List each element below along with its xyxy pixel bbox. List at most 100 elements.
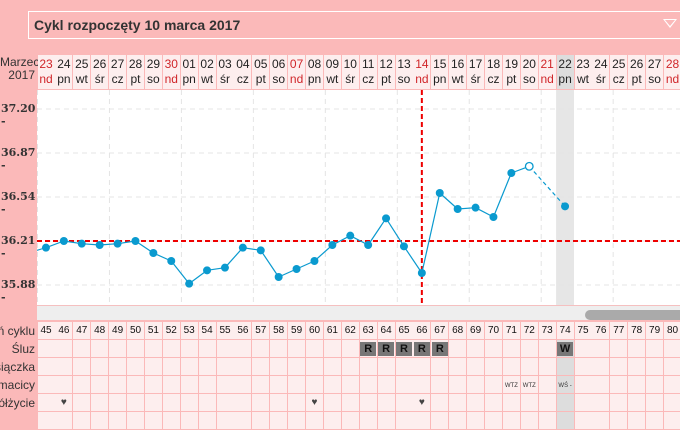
- table-cell[interactable]: [234, 394, 252, 411]
- table-cell[interactable]: R: [413, 340, 431, 357]
- table-cell[interactable]: [144, 340, 162, 357]
- table-cell[interactable]: [288, 376, 306, 393]
- table-cell[interactable]: [37, 358, 55, 375]
- date-cell[interactable]: 27 so: [646, 55, 664, 89]
- table-cell[interactable]: [73, 340, 91, 357]
- table-cell[interactable]: [252, 376, 270, 393]
- date-cell[interactable]: 26 śr: [91, 55, 109, 89]
- table-cell[interactable]: [467, 358, 485, 375]
- date-cell[interactable]: 24 śr: [592, 55, 610, 89]
- table-cell[interactable]: [55, 340, 73, 357]
- table-cell[interactable]: [234, 376, 252, 393]
- table-cell[interactable]: [198, 376, 216, 393]
- table-cell[interactable]: [574, 358, 592, 375]
- table-cell[interactable]: [646, 358, 664, 375]
- table-cell[interactable]: [37, 394, 55, 411]
- table-cell[interactable]: [144, 394, 162, 411]
- table-cell[interactable]: [270, 376, 288, 393]
- table-cell[interactable]: [109, 376, 127, 393]
- table-cell[interactable]: [538, 376, 556, 393]
- table-cell[interactable]: R: [395, 340, 413, 357]
- table-cell[interactable]: [485, 394, 502, 411]
- date-cell[interactable]: 17 śr: [467, 55, 485, 89]
- date-cell[interactable]: 04 cz: [234, 55, 252, 89]
- date-cell[interactable]: 28 pt: [127, 55, 144, 89]
- table-cell[interactable]: [288, 340, 306, 357]
- date-cell[interactable]: 09 wt: [323, 55, 341, 89]
- date-cell[interactable]: 24 pn: [55, 55, 73, 89]
- table-cell[interactable]: [431, 394, 449, 411]
- table-cell[interactable]: [359, 394, 377, 411]
- date-cell[interactable]: 06 so: [270, 55, 288, 89]
- table-cell[interactable]: [323, 358, 341, 375]
- table-cell[interactable]: WŚ -: [556, 376, 574, 393]
- date-cell[interactable]: 25 wt: [73, 55, 91, 89]
- table-cell[interactable]: [252, 340, 270, 357]
- table-cell[interactable]: [306, 376, 323, 393]
- table-cell[interactable]: [162, 376, 180, 393]
- table-cell[interactable]: [127, 358, 144, 375]
- table-cell[interactable]: [288, 394, 306, 411]
- date-cell[interactable]: 26 pt: [628, 55, 646, 89]
- table-cell[interactable]: [109, 340, 127, 357]
- table-cell[interactable]: [520, 358, 538, 375]
- table-cell[interactable]: [520, 394, 538, 411]
- table-cell[interactable]: [664, 376, 680, 393]
- table-cell[interactable]: W: [556, 340, 574, 357]
- table-cell[interactable]: [180, 340, 198, 357]
- scrollbar-thumb[interactable]: [585, 310, 680, 320]
- date-cell[interactable]: 20 so: [520, 55, 538, 89]
- table-cell[interactable]: [109, 358, 127, 375]
- table-cell[interactable]: [359, 376, 377, 393]
- table-cell[interactable]: [467, 394, 485, 411]
- date-cell[interactable]: 01 pn: [180, 55, 198, 89]
- table-cell[interactable]: [162, 358, 180, 375]
- table-cell[interactable]: [198, 340, 216, 357]
- date-cell[interactable]: 08 pn: [306, 55, 323, 89]
- table-cell[interactable]: [646, 340, 664, 357]
- table-cell[interactable]: [252, 358, 270, 375]
- table-cell[interactable]: [109, 394, 127, 411]
- table-cell[interactable]: WTZ: [502, 376, 520, 393]
- table-cell[interactable]: [377, 376, 395, 393]
- table-cell[interactable]: [485, 340, 502, 357]
- table-cell[interactable]: [73, 358, 91, 375]
- table-cell[interactable]: [359, 358, 377, 375]
- table-cell[interactable]: [73, 376, 91, 393]
- table-cell[interactable]: [502, 358, 520, 375]
- table-cell[interactable]: [556, 358, 574, 375]
- table-cell[interactable]: [127, 376, 144, 393]
- date-cell[interactable]: 13 so: [395, 55, 413, 89]
- date-cell[interactable]: 02 wt: [198, 55, 216, 89]
- table-cell[interactable]: [520, 340, 538, 357]
- table-cell[interactable]: [234, 340, 252, 357]
- table-cell[interactable]: [610, 340, 628, 357]
- table-cell[interactable]: [485, 376, 502, 393]
- table-cell[interactable]: [323, 394, 341, 411]
- table-cell[interactable]: [306, 358, 323, 375]
- date-cell[interactable]: 19 pt: [502, 55, 520, 89]
- table-cell[interactable]: [216, 394, 234, 411]
- table-cell[interactable]: [288, 358, 306, 375]
- table-cell[interactable]: [592, 376, 610, 393]
- table-cell[interactable]: [502, 340, 520, 357]
- table-cell[interactable]: [413, 376, 431, 393]
- table-cell[interactable]: [574, 376, 592, 393]
- table-cell[interactable]: [341, 358, 359, 375]
- table-cell[interactable]: [431, 376, 449, 393]
- table-cell[interactable]: [55, 358, 73, 375]
- table-cell[interactable]: [449, 358, 467, 375]
- table-cell[interactable]: [252, 394, 270, 411]
- table-cell[interactable]: [73, 394, 91, 411]
- table-cell[interactable]: ♥: [55, 394, 73, 411]
- table-cell[interactable]: [449, 376, 467, 393]
- table-cell[interactable]: [162, 394, 180, 411]
- table-cell[interactable]: [485, 358, 502, 375]
- table-cell[interactable]: [610, 376, 628, 393]
- date-cell[interactable]: 12 pt: [377, 55, 395, 89]
